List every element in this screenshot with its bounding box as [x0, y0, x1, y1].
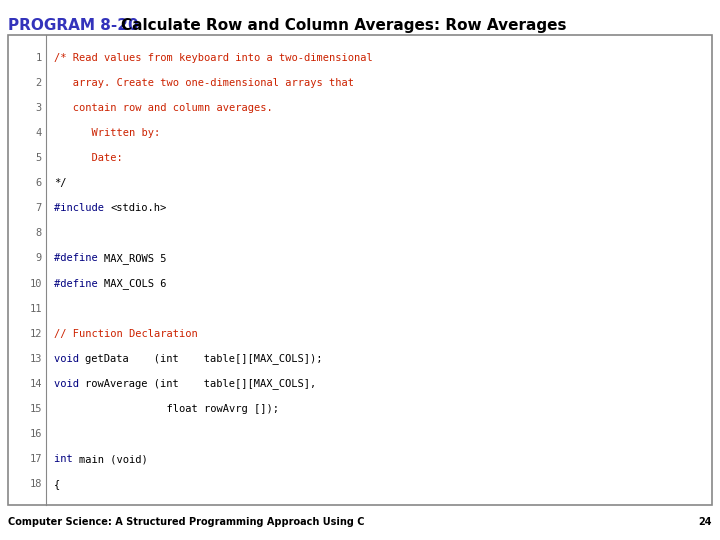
- Text: Date:: Date:: [54, 153, 122, 163]
- Text: MAX_ROWS 5: MAX_ROWS 5: [104, 253, 166, 264]
- FancyBboxPatch shape: [8, 35, 712, 505]
- Text: getData    (int    table[][MAX_COLS]);: getData (int table[][MAX_COLS]);: [85, 354, 323, 364]
- Text: 5: 5: [36, 153, 42, 163]
- Text: 8: 8: [36, 228, 42, 238]
- Text: Written by:: Written by:: [54, 128, 161, 138]
- Text: MAX_COLS 6: MAX_COLS 6: [104, 278, 166, 289]
- Text: 14: 14: [30, 379, 42, 389]
- Text: #define: #define: [54, 253, 104, 264]
- Text: int: int: [54, 454, 79, 464]
- Text: */: */: [54, 178, 66, 188]
- Text: 10: 10: [30, 279, 42, 288]
- Text: 9: 9: [36, 253, 42, 264]
- Text: void: void: [54, 379, 85, 389]
- Text: 16: 16: [30, 429, 42, 439]
- Text: <stdio.h>: <stdio.h>: [110, 203, 166, 213]
- Text: /* Read values from keyboard into a two-dimensional: /* Read values from keyboard into a two-…: [54, 52, 373, 63]
- Text: main (void): main (void): [79, 454, 148, 464]
- Text: 7: 7: [36, 203, 42, 213]
- Text: 15: 15: [30, 404, 42, 414]
- Text: // Function Declaration: // Function Declaration: [54, 329, 198, 339]
- Text: {: {: [54, 480, 60, 489]
- Text: 11: 11: [30, 303, 42, 314]
- Text: #include: #include: [54, 203, 110, 213]
- Text: 18: 18: [30, 480, 42, 489]
- Text: 24: 24: [698, 517, 712, 527]
- Text: 13: 13: [30, 354, 42, 364]
- Text: #define: #define: [54, 279, 104, 288]
- Text: 4: 4: [36, 128, 42, 138]
- Text: 1: 1: [36, 52, 42, 63]
- Text: float rowAvrg []);: float rowAvrg []);: [54, 404, 279, 414]
- Text: Calculate Row and Column Averages: Row Averages: Calculate Row and Column Averages: Row A…: [100, 18, 567, 33]
- Text: Computer Science: A Structured Programming Approach Using C: Computer Science: A Structured Programmi…: [8, 517, 364, 527]
- Text: 3: 3: [36, 103, 42, 113]
- Text: 6: 6: [36, 178, 42, 188]
- Text: 12: 12: [30, 329, 42, 339]
- Text: rowAverage (int    table[][MAX_COLS],: rowAverage (int table[][MAX_COLS],: [85, 379, 317, 389]
- Text: 17: 17: [30, 454, 42, 464]
- Text: contain row and column averages.: contain row and column averages.: [54, 103, 273, 113]
- Text: void: void: [54, 354, 85, 364]
- Text: 2: 2: [36, 78, 42, 87]
- Text: PROGRAM 8-20: PROGRAM 8-20: [8, 18, 139, 33]
- Text: array. Create two one-dimensional arrays that: array. Create two one-dimensional arrays…: [54, 78, 354, 87]
